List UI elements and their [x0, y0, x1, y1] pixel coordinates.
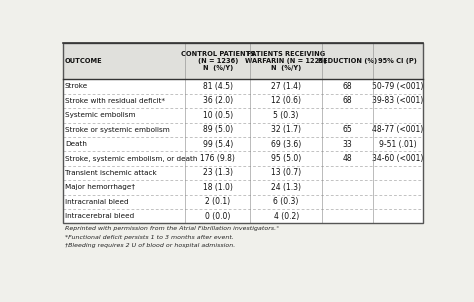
Text: 50-79 (<001): 50-79 (<001): [372, 82, 423, 91]
Bar: [63, 151, 423, 166]
Bar: [63, 180, 423, 194]
Text: 9-51 (.01): 9-51 (.01): [379, 140, 417, 149]
Bar: [63, 94, 423, 108]
Text: REDUCTION (%): REDUCTION (%): [318, 58, 377, 64]
Text: Stroke: Stroke: [65, 83, 88, 89]
Text: 95% CI (P): 95% CI (P): [378, 58, 417, 64]
Text: 89 (5.0): 89 (5.0): [203, 125, 233, 134]
Text: Death: Death: [65, 141, 87, 147]
Text: CONTROL PATIENTS
(N = 1236)
N  (%/Y): CONTROL PATIENTS (N = 1236) N (%/Y): [181, 51, 255, 71]
Text: 24 (1.3): 24 (1.3): [271, 183, 301, 192]
Text: 36 (2.0): 36 (2.0): [203, 96, 233, 105]
Text: Stroke with residual deficit*: Stroke with residual deficit*: [65, 98, 165, 104]
Bar: [63, 209, 423, 223]
Text: 95 (5.0): 95 (5.0): [271, 154, 301, 163]
Text: 4 (0.2): 4 (0.2): [273, 212, 299, 221]
Bar: [63, 137, 423, 151]
Text: 65: 65: [342, 125, 352, 134]
Text: 18 (1.0): 18 (1.0): [203, 183, 233, 192]
Text: 33: 33: [342, 140, 352, 149]
Text: Transient ischemic attack: Transient ischemic attack: [65, 170, 156, 176]
Text: 32 (1.7): 32 (1.7): [271, 125, 301, 134]
Text: 39-83 (<001): 39-83 (<001): [372, 96, 423, 105]
Bar: [63, 123, 423, 137]
Text: 13 (0.7): 13 (0.7): [271, 169, 301, 178]
Text: 2 (0.1): 2 (0.1): [205, 197, 230, 206]
Text: 68: 68: [343, 96, 352, 105]
Text: Intracranial bleed: Intracranial bleed: [65, 199, 128, 205]
Text: Stroke, systemic embolism, or death: Stroke, systemic embolism, or death: [65, 156, 197, 162]
Text: Major hemorrhage†: Major hemorrhage†: [65, 185, 135, 190]
Text: 23 (1.3): 23 (1.3): [203, 169, 233, 178]
Text: PATIENTS RECEIVING
WARFARIN (N = 1225)
N  (%/Y): PATIENTS RECEIVING WARFARIN (N = 1225) N…: [245, 51, 327, 71]
Bar: [63, 108, 423, 123]
Bar: [63, 194, 423, 209]
Text: 10 (0.5): 10 (0.5): [203, 111, 233, 120]
Text: 34-60 (<001): 34-60 (<001): [372, 154, 423, 163]
Text: 68: 68: [343, 82, 352, 91]
Text: †Bleeding requires 2 U of blood or hospital admission.: †Bleeding requires 2 U of blood or hospi…: [65, 243, 235, 249]
Text: Stroke or systemic embolism: Stroke or systemic embolism: [65, 127, 170, 133]
Bar: [63, 79, 423, 94]
Text: 48: 48: [343, 154, 352, 163]
Text: 12 (0.6): 12 (0.6): [271, 96, 301, 105]
Text: 81 (4.5): 81 (4.5): [203, 82, 233, 91]
Text: 69 (3.6): 69 (3.6): [271, 140, 301, 149]
Bar: [63, 166, 423, 180]
Text: Reprinted with permission from the Atrial Fibrillation investigators.°: Reprinted with permission from the Atria…: [65, 226, 279, 231]
Text: 0 (0.0): 0 (0.0): [205, 212, 230, 221]
Text: 176 (9.8): 176 (9.8): [201, 154, 235, 163]
Text: 5 (0.3): 5 (0.3): [273, 111, 299, 120]
Text: *Functional deficit persists 1 to 3 months after event.: *Functional deficit persists 1 to 3 mont…: [65, 235, 234, 240]
Text: OUTCOME: OUTCOME: [65, 58, 102, 64]
Text: 99 (5.4): 99 (5.4): [202, 140, 233, 149]
Text: 27 (1.4): 27 (1.4): [271, 82, 301, 91]
Text: 6 (0.3): 6 (0.3): [273, 197, 299, 206]
Text: Intracerebral bleed: Intracerebral bleed: [65, 213, 134, 219]
Text: 48-77 (<001): 48-77 (<001): [372, 125, 423, 134]
Text: Systemic embolism: Systemic embolism: [65, 112, 135, 118]
